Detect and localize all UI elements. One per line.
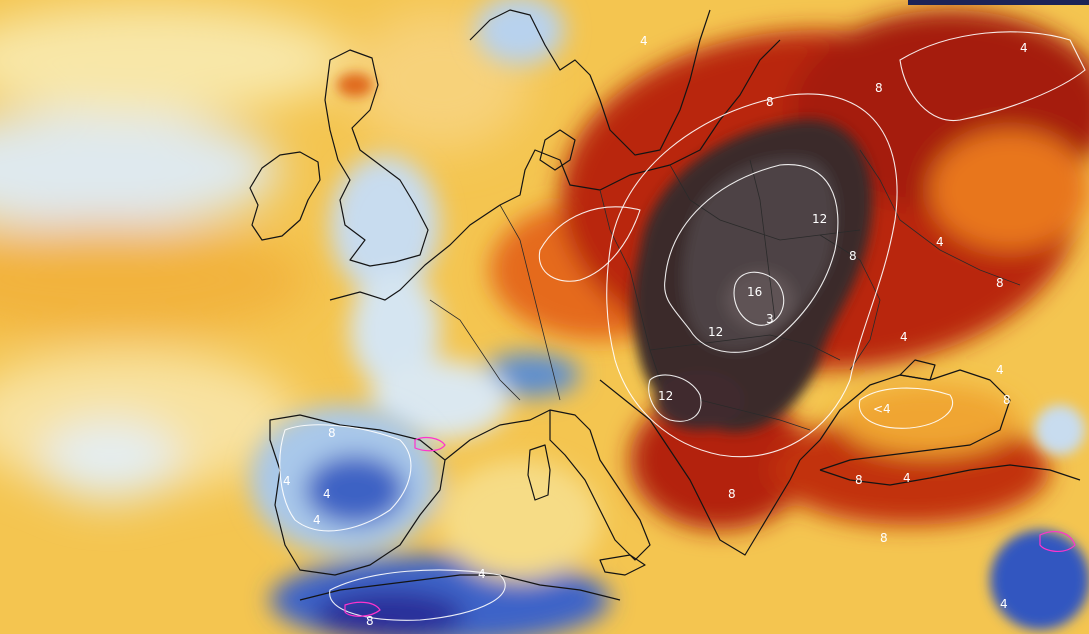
atlantic-warm-band — [0, 225, 310, 335]
contour-label-4-a: 4 — [1020, 41, 1028, 55]
isoline-magenta-africa — [344, 601, 381, 617]
isoline-4-east — [899, 31, 1086, 122]
border-7 — [819, 234, 881, 371]
contour-label-4-b: 4 — [640, 34, 648, 48]
balkan-coast — [599, 379, 801, 556]
isoline-4-central — [538, 206, 641, 282]
atlantic-cool-zone — [0, 110, 280, 230]
border-4 — [749, 159, 776, 321]
atlantic-light-zone — [0, 5, 350, 115]
contour-label-4-g: 4 — [323, 487, 331, 501]
isoline-magenta-east-med — [1039, 531, 1076, 552]
contour-label-4-d: 4 — [900, 330, 908, 344]
contour-label-12-a: 12 — [812, 212, 827, 226]
iberia-coast — [269, 414, 446, 576]
border-2 — [599, 189, 661, 381]
contour-label-8-c: 8 — [766, 95, 774, 109]
scotland-warm-patch — [337, 73, 373, 97]
border-6 — [699, 399, 811, 431]
contour-label-8-f: 8 — [855, 473, 863, 487]
country-borders — [429, 149, 1021, 431]
isoline-4-balkan — [648, 374, 702, 422]
contour-label-4-k: 4 — [1000, 597, 1008, 611]
black-sea-mild — [840, 385, 1020, 455]
scandinavia-coast — [469, 9, 711, 156]
denmark-coast — [539, 129, 576, 171]
contour-label-8-d: 8 — [996, 276, 1004, 290]
east-med-cold-patch — [990, 530, 1089, 630]
sicily-coast — [599, 554, 646, 576]
france-med-coast — [444, 409, 551, 461]
border-8 — [429, 299, 521, 401]
caucasus-cold-patch — [1035, 405, 1085, 455]
contour-label-4-l: 4 — [903, 471, 911, 485]
france-cool-zone — [370, 360, 510, 440]
contour-label-12-b: 12 — [708, 325, 723, 339]
iberia-cold-core — [305, 455, 405, 525]
contour-label-8-j: 8 — [728, 487, 736, 501]
contour-label-8-i: 8 — [880, 531, 888, 545]
atlantic-cool-patch — [40, 420, 180, 500]
border-1 — [499, 204, 561, 401]
contour-label-8-b: 8 — [875, 81, 883, 95]
contour-labels: 12 8 8 16 12 12 3 8 4 4 4 4 8 <4 4 8 8 4… — [283, 34, 1028, 628]
border-9 — [859, 149, 1021, 286]
isoline-16 — [733, 271, 785, 326]
isoline-12 — [664, 164, 839, 353]
britain-cool-zone — [330, 155, 440, 295]
extreme-heat-core-inner — [683, 158, 836, 351]
mediterranean-light-zone — [440, 460, 600, 580]
russia-warm-east — [930, 130, 1089, 250]
top-edge-bar — [908, 0, 1089, 5]
north-africa-coast — [299, 574, 621, 601]
continent-coast — [329, 39, 781, 301]
border-5 — [649, 334, 841, 361]
turkey-coast — [819, 464, 1081, 486]
black-sea-coast — [799, 369, 1011, 471]
contour-label-4-j: 4 — [478, 567, 486, 581]
isoline-magenta-iberia — [414, 436, 446, 452]
sardinia-coast — [527, 444, 551, 501]
contour-label-4-h: 4 — [313, 513, 321, 527]
ireland-coast — [249, 151, 321, 241]
contour-label-8-e: 8 — [1003, 393, 1011, 407]
contour-label-8-g: 8 — [328, 426, 336, 440]
north-africa-very-cold — [315, 590, 465, 634]
coastlines — [249, 9, 1081, 601]
contour-label-3: 3 — [766, 312, 774, 326]
channel-cool-zone — [350, 270, 440, 390]
isoline-4-iberia — [279, 424, 412, 532]
great-britain-coast — [324, 49, 429, 267]
isoline-4-black-sea — [858, 387, 953, 429]
italy-coast — [549, 409, 651, 561]
contour-label-4-f: 4 — [996, 363, 1004, 377]
crimea-coast — [899, 359, 936, 381]
contour-label-less-4: <4 — [873, 402, 891, 416]
contour-label-8-a: 8 — [849, 249, 857, 263]
contour-label-4-c: 4 — [936, 235, 944, 249]
contour-label-12-c: 12 — [658, 389, 673, 403]
contour-label-4-i: 4 — [283, 474, 291, 488]
contour-lines — [279, 31, 1086, 621]
contour-label-8-h: 8 — [366, 614, 374, 628]
balkan-hot — [630, 390, 810, 530]
isoline-8 — [606, 93, 898, 458]
contour-label-16: 16 — [747, 285, 762, 299]
extreme-heat-peak — [725, 270, 795, 330]
